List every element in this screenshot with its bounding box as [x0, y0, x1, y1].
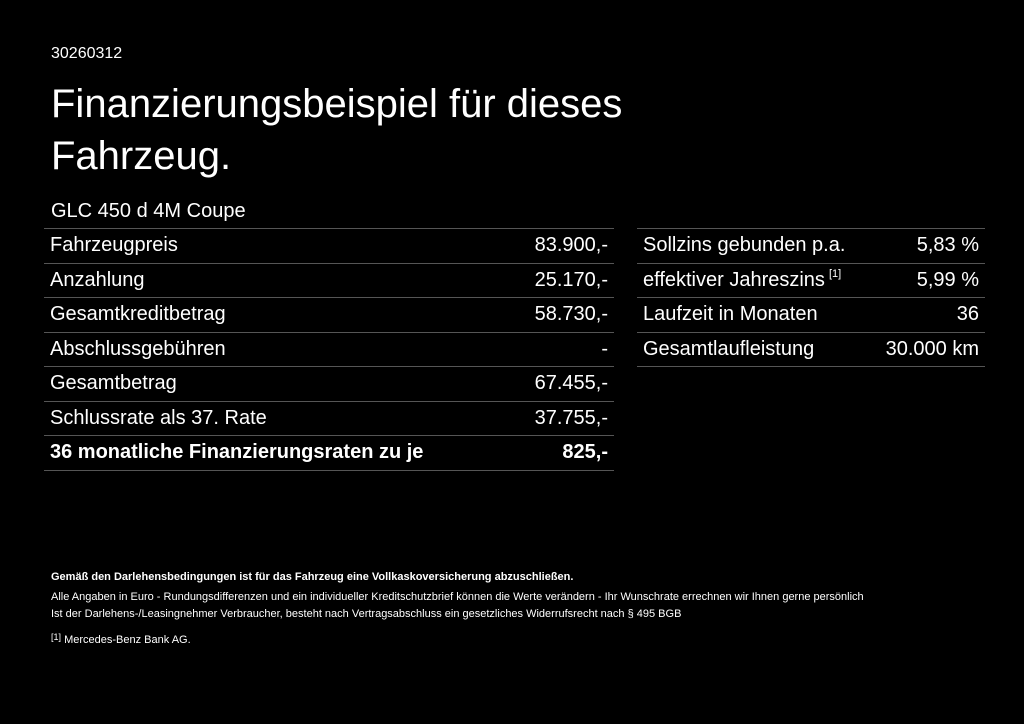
table-row: Laufzeit in Monaten 36: [637, 298, 985, 333]
row-label-text: effektiver Jahreszins: [643, 269, 825, 292]
row-label-text: Sollzins gebunden p.a.: [643, 234, 846, 257]
row-value: 58.730,-: [534, 303, 608, 326]
row-value: 25.170,-: [534, 268, 608, 291]
row-label: Laufzeit in Monaten: [643, 303, 818, 326]
row-label-text: Abschlussgebühren: [50, 337, 226, 360]
row-label: 36 monatliche Finanzierungsraten zu je: [50, 441, 423, 464]
table-row: Gesamtbetrag 67.455,-: [44, 367, 614, 402]
row-value: 83.900,-: [534, 234, 608, 257]
row-label-text: Gesamtlaufleistung: [643, 337, 815, 360]
right-table: Sollzins gebunden p.a. 5,83 % effektiver J…: [637, 228, 985, 367]
footnote-marker: [1]: [51, 632, 62, 642]
row-label-text: Laufzeit in Monaten: [643, 303, 818, 326]
row-label-text: 36 monatliche Finanzierungsraten zu je: [50, 441, 424, 464]
table-row: Abschlussgebühren -: [44, 333, 614, 367]
title: Finanzierungsbeispiel für dieses Fahrzeu…: [51, 82, 623, 178]
row-label: Anzahlung: [50, 269, 145, 292]
row-label-text: Anzahlung: [50, 268, 145, 291]
row-label-text: Gesamtbetrag: [50, 372, 177, 395]
table-row: Gesamtlaufleistung 30.000 km: [637, 333, 985, 367]
row-label: effektiver Jahreszins [1]: [643, 268, 841, 292]
table-row: Sollzins gebunden p.a. 5,83 %: [637, 229, 985, 264]
row-label: Sollzins gebunden p.a.: [643, 234, 845, 257]
row-value: 825,-: [562, 441, 608, 464]
left-table: Fahrzeugpreis 83.900,- Anzahlung 25.170,- Ge…: [44, 228, 614, 471]
table-row: 36 monatliche Finanzierungsraten zu je 82…: [44, 436, 614, 471]
row-label: Schlussrate als 37. Rate: [50, 407, 267, 430]
footnote: [1] Mercedes-Benz Bank AG.: [51, 632, 191, 646]
table-row: Gesamtkreditbetrag 58.730,-: [44, 298, 614, 333]
row-label: Abschlussgebühren: [50, 338, 226, 361]
row-value: 5,83 %: [916, 234, 979, 257]
table-row: Anzahlung 25.170,-: [44, 264, 614, 298]
row-value: 5,99 %: [916, 268, 979, 291]
footnote-text: Mercedes-Benz Bank AG.: [64, 634, 191, 646]
row-label-text: Fahrzeugpreis: [50, 234, 178, 257]
row-label: Gesamtkreditbetrag: [50, 303, 226, 326]
row-label: Gesamtbetrag: [50, 372, 177, 395]
model: GLC 450 d 4M Coupe: [51, 200, 246, 222]
table-row: Fahrzeugpreis 83.900,-: [44, 229, 614, 264]
notice: Gemäß den Darlehensbedingungen ist für d…: [51, 571, 574, 583]
row-label: Fahrzeugpreis: [50, 234, 178, 257]
code: 30260312: [51, 45, 123, 62]
row-label-text: Gesamtkreditbetrag: [50, 303, 226, 326]
table-row: effektiver Jahreszins [1] 5,99 %: [637, 264, 985, 298]
table-row: Schlussrate als 37. Rate 37.755,-: [44, 402, 614, 436]
row-label-text: Schlussrate als 37. Rate: [50, 406, 267, 429]
row-value: 37.755,-: [534, 406, 608, 429]
row-label: Gesamtlaufleistung: [643, 338, 814, 361]
footer-line: Ist der Darlehens-/Leasingnehmer Verbrau…: [51, 608, 682, 620]
row-value: -: [601, 337, 608, 360]
row-value: 67.455,-: [534, 372, 608, 395]
row-value: 30.000 km: [885, 337, 979, 360]
footnote-ref: [1]: [828, 268, 842, 281]
row-value: 36: [956, 303, 979, 326]
footer-line: Alle Angaben in Euro - Rundungsdifferenz…: [51, 591, 864, 603]
